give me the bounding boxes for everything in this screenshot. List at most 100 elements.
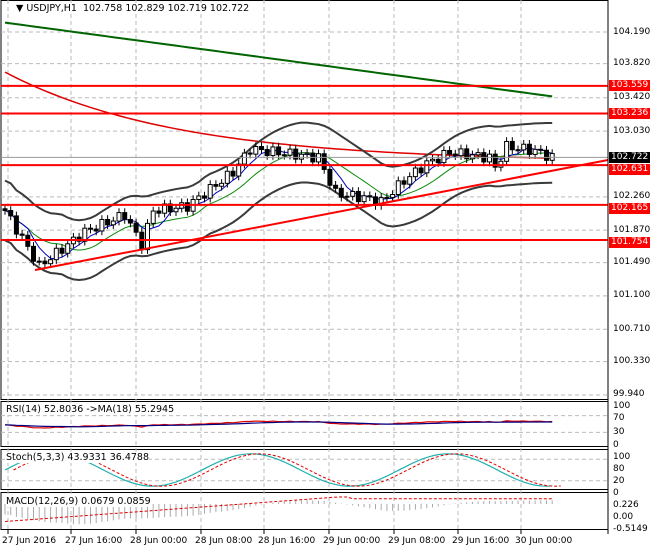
candle-body bbox=[105, 218, 111, 226]
candle-body bbox=[122, 212, 128, 220]
macd-axis-label: -0.5149 bbox=[613, 523, 648, 534]
candle-body bbox=[247, 152, 253, 155]
candle-body bbox=[435, 158, 441, 164]
candle-body bbox=[65, 243, 71, 254]
rsi-axis-label: 0 bbox=[613, 439, 619, 450]
candle-body bbox=[407, 176, 413, 185]
candle-body bbox=[19, 233, 25, 236]
candle-body bbox=[418, 167, 424, 174]
ma-long-line bbox=[4, 21, 553, 98]
candle-body bbox=[145, 222, 150, 251]
candle-body bbox=[93, 228, 99, 232]
candle-body bbox=[224, 170, 230, 184]
rsi-ma-line bbox=[4, 421, 553, 428]
candle-body bbox=[515, 149, 521, 152]
candle-body bbox=[13, 215, 19, 235]
candle-body bbox=[447, 149, 453, 155]
candle-body bbox=[196, 195, 202, 200]
time-label: 27 Jun 16:00 bbox=[65, 536, 123, 546]
candle-body bbox=[236, 163, 242, 177]
price-label: 104.190 bbox=[613, 26, 650, 37]
level-price-tag: 101.754 bbox=[609, 236, 650, 248]
stoch-axis-label: 0 bbox=[613, 487, 619, 498]
price-label: 100.330 bbox=[613, 356, 650, 367]
candle-body bbox=[344, 195, 350, 198]
candle-body bbox=[213, 184, 219, 187]
candle-body bbox=[281, 154, 287, 157]
candle-body bbox=[538, 148, 544, 151]
candle-body bbox=[475, 152, 481, 156]
candle-body bbox=[390, 193, 396, 198]
candle-body bbox=[133, 222, 139, 233]
candle-body bbox=[504, 140, 510, 162]
stoch-axis-label: 80 bbox=[613, 463, 625, 474]
candle-body bbox=[401, 180, 407, 185]
candle-body bbox=[110, 220, 116, 226]
candle-body bbox=[492, 153, 498, 168]
candle-body bbox=[395, 180, 401, 195]
candle-body bbox=[42, 260, 48, 265]
candle-body bbox=[150, 210, 156, 224]
candle-body bbox=[2, 208, 8, 211]
bollinger-lower bbox=[4, 181, 553, 281]
time-label: 28 Jun 16:00 bbox=[258, 536, 316, 546]
candle-body bbox=[241, 152, 247, 165]
panel-frame bbox=[0, 0, 609, 400]
candle-body bbox=[361, 195, 367, 203]
candle-body bbox=[532, 148, 538, 155]
candle-body bbox=[8, 209, 14, 217]
collapse-triangle-icon[interactable]: ▼ bbox=[16, 3, 27, 14]
level-price-tag: 102.631 bbox=[609, 163, 650, 175]
macd-axis-label: 0.00 bbox=[613, 511, 634, 522]
candle-body bbox=[338, 187, 344, 198]
candle-body bbox=[469, 154, 475, 160]
ma-short-line bbox=[4, 152, 553, 251]
rsi-axis-label: 100 bbox=[613, 401, 631, 412]
time-label: 28 Jun 00:00 bbox=[130, 536, 188, 546]
price-label: 103.030 bbox=[613, 125, 650, 136]
candle-body bbox=[452, 153, 458, 157]
rsi-title: RSI(14) 52.8036 ->MA(18) 55.2945 bbox=[6, 404, 175, 415]
candle-body bbox=[48, 259, 54, 265]
candle-body bbox=[156, 210, 162, 214]
candle-body bbox=[544, 149, 549, 161]
candle-body bbox=[333, 184, 339, 189]
time-label: 28 Jun 08:00 bbox=[195, 536, 253, 546]
level-price-tag: 103.236 bbox=[609, 107, 650, 119]
price-label: 103.820 bbox=[613, 58, 650, 69]
candle-body bbox=[487, 153, 492, 163]
candle-body bbox=[430, 158, 435, 162]
level-price-tag: 103.559 bbox=[609, 80, 650, 92]
price-label: 101.100 bbox=[613, 290, 650, 301]
price-label: 101.870 bbox=[613, 224, 650, 235]
macd-title: MACD(12,26,9) 0.0679 0.0859 bbox=[6, 496, 151, 507]
time-label: 29 Jun 16:00 bbox=[452, 536, 510, 546]
current-price-tag: 102.722 bbox=[609, 151, 650, 163]
candle-body bbox=[458, 148, 464, 157]
candle-body bbox=[464, 148, 470, 160]
candle-body bbox=[88, 227, 93, 230]
stoch-axis-label: 100 bbox=[613, 451, 631, 462]
candle-body bbox=[355, 190, 361, 203]
candle-body bbox=[350, 190, 356, 197]
candle-body bbox=[276, 146, 282, 156]
time-label: 30 Jun 00:00 bbox=[515, 536, 573, 546]
candle-body bbox=[31, 245, 36, 262]
candle-body bbox=[384, 196, 390, 199]
candle-body bbox=[219, 182, 225, 187]
candle-body bbox=[253, 146, 259, 155]
bollinger-upper bbox=[4, 121, 553, 222]
level-price-tag: 102.165 bbox=[609, 203, 650, 215]
candle-body bbox=[173, 207, 179, 213]
time-label: 27 Jun 2016 bbox=[2, 536, 57, 546]
candle-body bbox=[424, 160, 430, 174]
price-label: 100.710 bbox=[613, 323, 650, 334]
macd-axis-label: 0.226 bbox=[613, 499, 639, 510]
price-label: 99.940 bbox=[613, 389, 645, 400]
rsi-axis-label: 30 bbox=[613, 426, 625, 437]
price-label: 103.420 bbox=[613, 92, 650, 103]
candle-body bbox=[270, 146, 276, 156]
price-label: 102.260 bbox=[613, 191, 650, 202]
symbol-label: USDJPY,H1 bbox=[26, 3, 77, 14]
